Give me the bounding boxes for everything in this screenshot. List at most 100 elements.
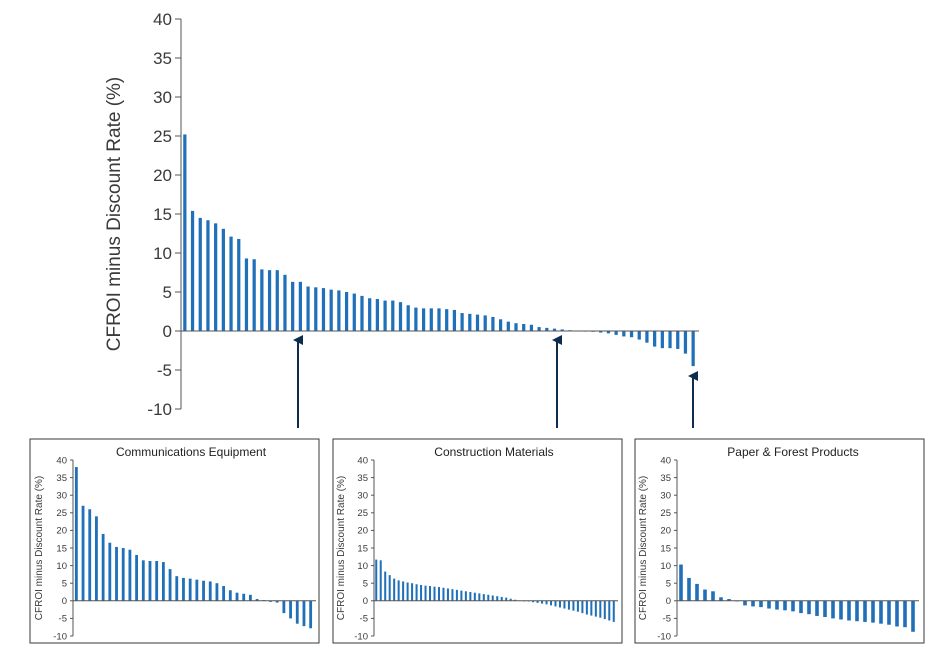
y-tick-label: 20 <box>660 526 671 537</box>
y-tick-label: 10 <box>660 561 671 572</box>
bar <box>452 309 457 331</box>
bar <box>161 562 165 601</box>
arrows <box>293 335 698 428</box>
bar <box>691 331 695 367</box>
y-tick-label: -10 <box>354 631 368 642</box>
main-chart: 40 35 30 25 20 15 10 5 0 -5 -10 CFROI minus Discoun… <box>104 10 699 419</box>
y-tick-label: 20 <box>56 526 67 537</box>
bar <box>653 331 657 347</box>
bar <box>612 600 615 622</box>
bar <box>558 600 561 608</box>
bar <box>775 600 779 610</box>
bar <box>483 315 487 331</box>
bar <box>815 600 819 616</box>
y-tick-label: 40 <box>357 455 368 466</box>
bar <box>295 600 299 624</box>
panel-frame <box>634 438 925 644</box>
bar <box>911 600 915 632</box>
bar <box>337 290 341 331</box>
bar <box>379 560 382 601</box>
panel-frame <box>29 438 320 644</box>
bar <box>599 331 603 333</box>
bar <box>235 592 239 601</box>
bar <box>360 295 364 331</box>
y-tick-label: -5 <box>157 361 172 380</box>
bar <box>560 329 564 331</box>
panel-frame <box>332 438 623 644</box>
bar <box>242 593 246 601</box>
bar <box>799 600 803 614</box>
bar <box>581 600 584 614</box>
bar <box>839 600 843 620</box>
bar <box>306 286 310 331</box>
bar <box>155 561 159 601</box>
y-tick-label: -5 <box>59 614 67 625</box>
bar <box>572 600 575 611</box>
bar <box>532 600 535 603</box>
bar <box>576 600 579 612</box>
y-tick-label: -10 <box>657 631 671 642</box>
bar <box>751 600 755 607</box>
bar <box>128 549 132 601</box>
bar <box>509 598 512 601</box>
y-tick-label: 5 <box>363 579 368 590</box>
y-tick-label: 25 <box>660 508 671 519</box>
y-tick-label: 15 <box>153 205 172 224</box>
bar <box>229 236 233 331</box>
bar <box>599 600 602 618</box>
bar <box>469 592 472 601</box>
bar <box>237 238 241 331</box>
bar <box>388 575 391 601</box>
bar <box>537 327 541 331</box>
bar <box>487 594 490 601</box>
bar <box>496 596 499 601</box>
bar <box>108 542 112 601</box>
bar <box>314 287 318 331</box>
bar <box>368 298 372 331</box>
bar <box>206 220 210 331</box>
bar <box>406 582 409 601</box>
bar <box>863 600 867 622</box>
bar <box>871 600 875 623</box>
y-tick-label: 5 <box>666 579 671 590</box>
bar <box>847 600 851 621</box>
bar <box>420 584 423 601</box>
bar <box>711 591 715 601</box>
bar <box>309 600 313 629</box>
bar <box>545 600 548 605</box>
bar <box>550 600 553 606</box>
bar <box>622 331 626 337</box>
bar <box>743 600 747 606</box>
bar <box>393 578 396 601</box>
bar <box>783 600 787 611</box>
y-axis-label: CFROI minus Discount Rate (%) <box>638 476 649 620</box>
bar <box>81 505 85 601</box>
chart-title: Paper & Forest Products <box>727 445 858 459</box>
bar <box>95 516 98 601</box>
bar <box>514 599 517 601</box>
bar <box>383 300 387 331</box>
y-tick-label: 35 <box>153 49 172 68</box>
bar <box>668 331 672 349</box>
bar <box>545 327 549 331</box>
bar <box>228 590 232 601</box>
bar <box>445 309 449 331</box>
panel-construction-materials: Construction Materials 40 35 30 25 20 15 10 5 0 -5… <box>332 438 623 644</box>
bar <box>451 589 454 601</box>
bar <box>195 579 199 601</box>
bar <box>446 588 449 601</box>
y-tick-label: 10 <box>56 561 67 572</box>
bar <box>275 270 279 331</box>
y-axis-label: CFROI minus Discount Rate (%) <box>336 476 347 620</box>
y-tick-label: 15 <box>357 543 368 554</box>
bar <box>442 587 445 601</box>
bar <box>115 546 118 601</box>
bar <box>222 586 226 601</box>
bar <box>397 580 400 601</box>
y-tick-label: 30 <box>153 88 172 107</box>
y-tick-label: 20 <box>357 526 368 537</box>
y-tick-label: 35 <box>660 473 671 484</box>
bar <box>260 269 264 331</box>
bar <box>415 584 418 601</box>
